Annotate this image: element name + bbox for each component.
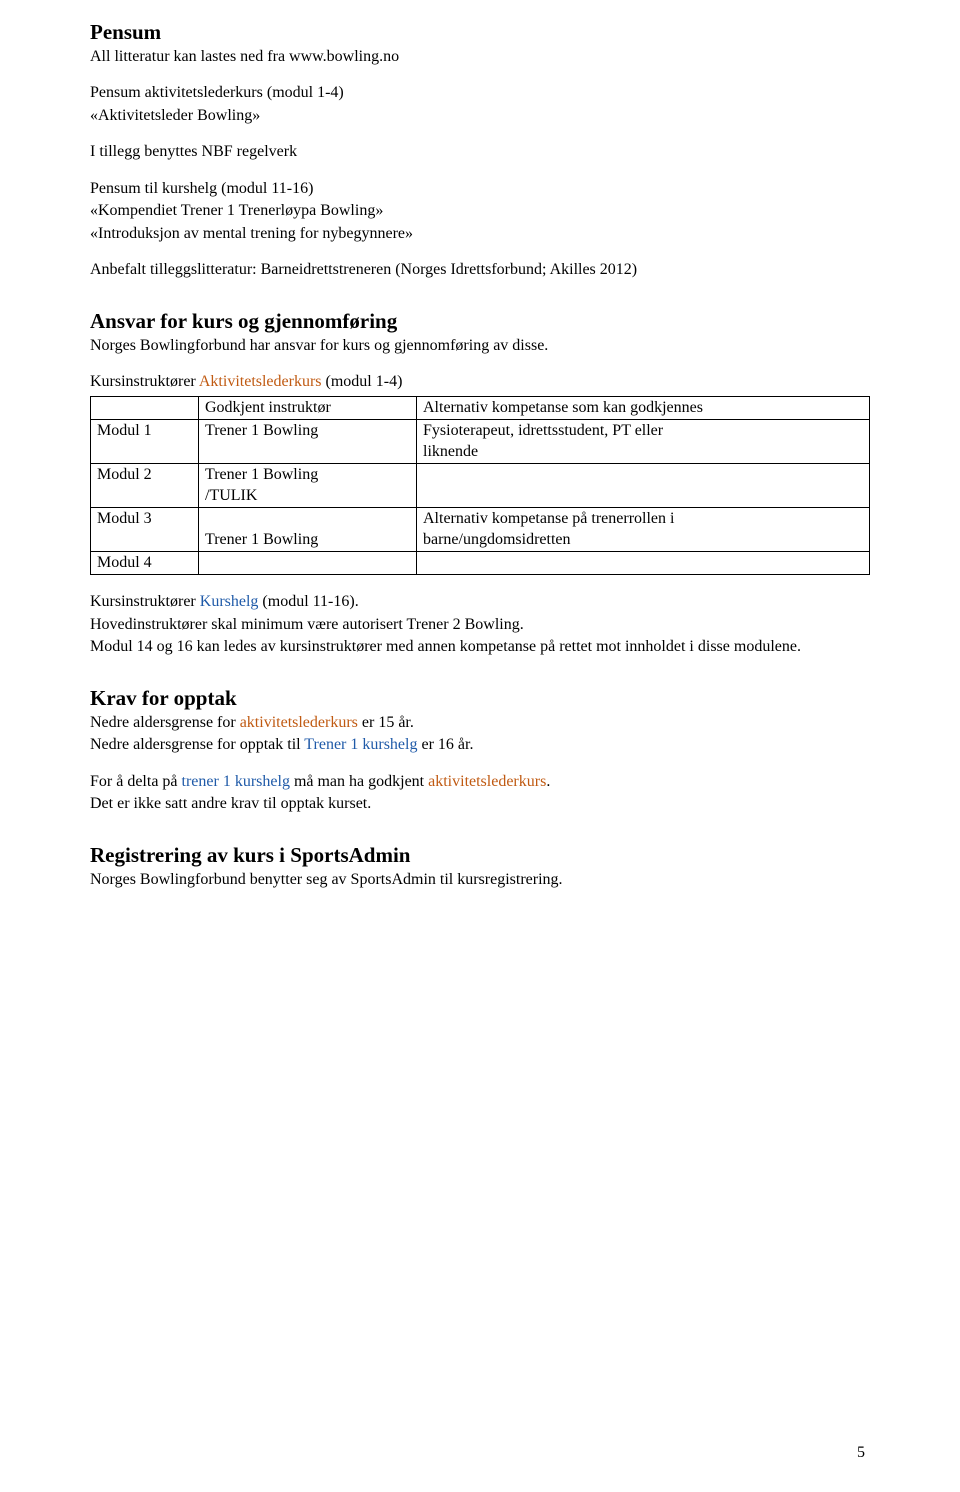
krav-l3-mid: må man ha godkjent (290, 773, 428, 790)
ansvar-l2-post: (modul 1-4) (322, 373, 403, 390)
heading-reg: Registrering av kurs i SportsAdmin (90, 843, 870, 868)
th-c1: Godkjent instruktør (199, 396, 417, 419)
td-r2-c1a: Trener 1 Bowling (205, 466, 318, 483)
table-row: Modul 3 Trener 1 Bowling Alternativ komp… (91, 508, 870, 552)
krav-l2-post: er 16 år. (417, 736, 473, 753)
pensum-p6: «Introduksjon av mental trening for nybe… (90, 224, 870, 244)
page: Pensum All litteratur kan lastes ned fra… (0, 0, 960, 1492)
td-r1-c0: Modul 1 (91, 420, 199, 464)
kursinstr-l1: Kursinstruktører Kurshelg (modul 11-16). (90, 592, 870, 612)
krav-l3: For å delta på trener 1 kurshelg må man … (90, 772, 870, 792)
krav-l1-hi: aktivitetslederkurs (240, 714, 358, 731)
krav-l1-post: er 15 år. (358, 714, 414, 731)
kursinstr-l1-pre: Kursinstruktører (90, 593, 200, 610)
reg-l1: Norges Bowlingforbund benytter seg av Sp… (90, 870, 870, 890)
krav-l3-hi1: trener 1 kurshelg (182, 773, 290, 790)
krav-l3-hi2: aktivitetslederkurs (428, 773, 546, 790)
krav-l1-pre: Nedre aldersgrense for (90, 714, 240, 731)
table-row: Modul 4 (91, 551, 870, 574)
td-r2-c0: Modul 2 (91, 464, 199, 508)
pensum-p3: I tillegg benyttes NBF regelverk (90, 142, 870, 162)
td-r2-c1b: /TULIK (205, 487, 257, 504)
td-r2-c1: Trener 1 Bowling /TULIK (199, 464, 417, 508)
td-r1-c2b: liknende (423, 443, 478, 460)
kursinstr-l2: Hovedinstruktører skal minimum være auto… (90, 615, 870, 635)
th-c2: Alternativ kompetanse som kan godkjennes (417, 396, 870, 419)
table-row: Modul 1 Trener 1 Bowling Fysioterapeut, … (91, 420, 870, 464)
td-r4-c2 (417, 551, 870, 574)
krav-l1: Nedre aldersgrense for aktivitetslederku… (90, 713, 870, 733)
ansvar-l2: Kursinstruktører Aktivitetslederkurs (mo… (90, 372, 870, 392)
ansvar-l2-highlight: Aktivitetslederkurs (199, 373, 322, 390)
pensum-p1: Pensum aktivitetslederkurs (modul 1-4) (90, 83, 870, 103)
krav-l2-pre: Nedre aldersgrense for opptak til (90, 736, 304, 753)
kursinstr-l1-highlight: Kurshelg (200, 593, 259, 610)
heading-ansvar: Ansvar for kurs og gjennomføring (90, 309, 870, 334)
td-r4-c1 (199, 551, 417, 574)
ansvar-l2-pre: Kursinstruktører (90, 373, 199, 390)
td-r2-c2 (417, 464, 870, 508)
pensum-p2: «Aktivitetsleder Bowling» (90, 106, 870, 126)
krav-l2: Nedre aldersgrense for opptak til Trener… (90, 735, 870, 755)
td-r3-c1-txt: Trener 1 Bowling (205, 531, 318, 548)
td-r3-c0: Modul 3 (91, 508, 199, 552)
td-r4-c0: Modul 4 (91, 551, 199, 574)
instruktor-table: Godkjent instruktør Alternativ kompetans… (90, 396, 870, 576)
krav-l2-hi: Trener 1 kurshelg (304, 736, 417, 753)
table-header-row: Godkjent instruktør Alternativ kompetans… (91, 396, 870, 419)
td-r3-c1: Trener 1 Bowling (199, 508, 417, 552)
kursinstr-l1-post: (modul 11-16). (258, 593, 358, 610)
heading-krav: Krav for opptak (90, 686, 870, 711)
krav-l4: Det er ikke satt andre krav til opptak k… (90, 794, 870, 814)
krav-l3-pre: For å delta på (90, 773, 182, 790)
pensum-anbefalt: Anbefalt tilleggslitteratur: Barneidrett… (90, 260, 870, 280)
td-r1-c2a: Fysioterapeut, idrettsstudent, PT eller (423, 422, 663, 439)
page-number: 5 (857, 1444, 865, 1462)
td-r3-c2: Alternativ kompetanse på trenerrollen i … (417, 508, 870, 552)
pensum-p5: «Kompendiet Trener 1 Trenerløypa Bowling… (90, 201, 870, 221)
td-r3-c2b: barne/ungdomsidretten (423, 531, 571, 548)
ansvar-l1: Norges Bowlingforbund har ansvar for kur… (90, 336, 870, 356)
td-r1-c1: Trener 1 Bowling (199, 420, 417, 464)
td-r3-c2a: Alternativ kompetanse på trenerrollen i (423, 510, 674, 527)
td-r1-c2: Fysioterapeut, idrettsstudent, PT eller … (417, 420, 870, 464)
pensum-intro: All litteratur kan lastes ned fra www.bo… (90, 47, 870, 67)
th-c0 (91, 396, 199, 419)
krav-l3-post: . (546, 773, 550, 790)
heading-pensum: Pensum (90, 20, 870, 45)
table-row: Modul 2 Trener 1 Bowling /TULIK (91, 464, 870, 508)
pensum-p4: Pensum til kurshelg (modul 11-16) (90, 179, 870, 199)
kursinstr-l3: Modul 14 og 16 kan ledes av kursinstrukt… (90, 637, 870, 657)
